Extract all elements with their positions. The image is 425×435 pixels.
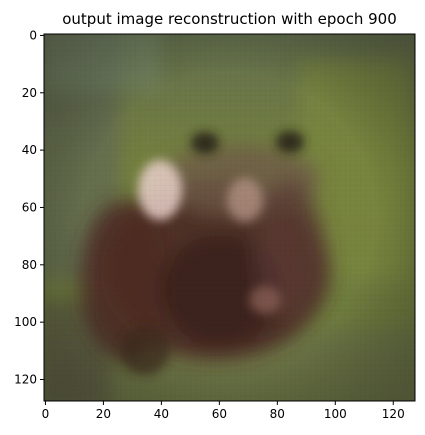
image-vignette — [44, 34, 415, 401]
x-axis-ticks: 0 20 40 60 80 100 120 — [42, 401, 405, 421]
y-tick-label: 120 — [14, 372, 37, 386]
x-tick-label: 40 — [154, 407, 169, 421]
chart-title: output image reconstruction with epoch 9… — [62, 10, 397, 28]
y-axis-ticks: 0 20 40 60 80 100 120 — [14, 28, 44, 386]
x-tick-label: 80 — [270, 407, 285, 421]
axes-frame — [43, 33, 416, 402]
x-tick-label: 120 — [382, 407, 405, 421]
y-tick-label: 20 — [22, 86, 37, 100]
x-tick-label: 60 — [212, 407, 227, 421]
image-area — [44, 34, 415, 401]
y-tick-label: 100 — [14, 315, 37, 329]
x-tick-label: 100 — [324, 407, 347, 421]
y-tick-label: 40 — [22, 143, 37, 157]
x-tick-label: 0 — [42, 407, 50, 421]
y-tick-label: 60 — [22, 200, 37, 214]
y-tick-label: 80 — [22, 258, 37, 272]
x-tick-label: 20 — [96, 407, 111, 421]
y-tick-label: 0 — [29, 28, 37, 42]
